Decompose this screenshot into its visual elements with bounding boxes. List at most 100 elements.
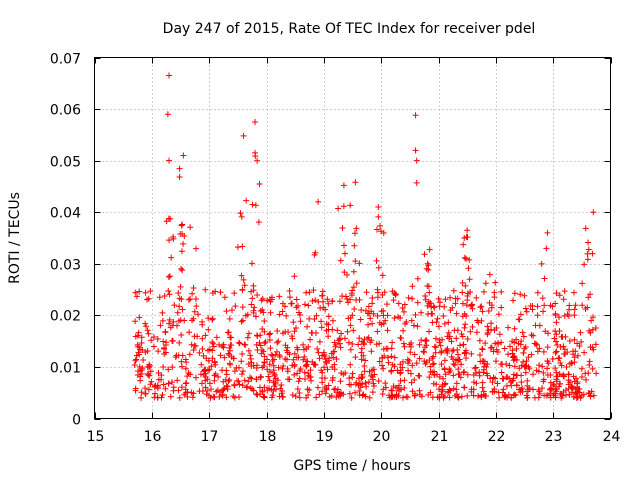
- plot-frame: [94, 57, 611, 419]
- data-point: [426, 300, 433, 307]
- data-point: [370, 366, 377, 373]
- data-point: [168, 254, 175, 261]
- data-point: [319, 388, 326, 395]
- data-point: [486, 299, 493, 306]
- data-point: [459, 333, 466, 340]
- data-point: [161, 351, 168, 358]
- data-point: [197, 371, 204, 378]
- data-point: [204, 376, 211, 383]
- data-point: [291, 363, 298, 370]
- data-point: [501, 394, 508, 401]
- data-point: [192, 374, 199, 381]
- data-point: [221, 354, 228, 361]
- data-point: [365, 321, 372, 328]
- data-point: [333, 394, 340, 401]
- data-point: [150, 333, 157, 340]
- data-point: [590, 392, 597, 399]
- data-point: [453, 386, 460, 393]
- data-point: [304, 323, 311, 330]
- data-point: [217, 352, 224, 359]
- data-point: [388, 368, 395, 375]
- data-point: [305, 302, 312, 309]
- data-point: [426, 357, 433, 364]
- data-point: [362, 307, 369, 314]
- data-point: [544, 344, 551, 351]
- data-point: [275, 364, 282, 371]
- data-point: [144, 370, 151, 377]
- data-point: [382, 317, 389, 324]
- data-point: [470, 379, 477, 386]
- y-tick-label: 0.03: [50, 258, 81, 274]
- data-point: [503, 382, 510, 389]
- data-point: [477, 351, 484, 358]
- data-point: [329, 317, 336, 324]
- data-point: [541, 302, 548, 309]
- data-point: [176, 394, 183, 401]
- data-point: [178, 248, 185, 255]
- data-point: [401, 301, 408, 308]
- data-point: [155, 348, 162, 355]
- data-point: [267, 330, 274, 337]
- data-point: [446, 335, 453, 342]
- data-point: [558, 362, 565, 369]
- data-point: [475, 393, 482, 400]
- data-point: [435, 323, 442, 330]
- data-point: [196, 349, 203, 356]
- data-point: [520, 358, 527, 365]
- data-point: [431, 304, 438, 311]
- data-point: [587, 291, 594, 298]
- data-point: [460, 241, 467, 248]
- data-point: [455, 370, 462, 377]
- data-point: [425, 391, 432, 398]
- data-point: [445, 329, 452, 336]
- data-point: [331, 366, 338, 373]
- data-point: [228, 307, 235, 314]
- data-point: [140, 357, 147, 364]
- data-point: [198, 380, 205, 387]
- data-point: [388, 367, 395, 374]
- data-point: [492, 340, 499, 347]
- data-point: [341, 335, 348, 342]
- data-point: [416, 355, 423, 362]
- data-point: [355, 382, 362, 389]
- data-point: [462, 321, 469, 328]
- data-point: [351, 230, 358, 237]
- data-point: [341, 250, 348, 257]
- data-point: [401, 343, 408, 350]
- data-point: [351, 305, 358, 312]
- data-point: [383, 345, 390, 352]
- data-point: [209, 316, 216, 323]
- data-point: [545, 360, 552, 367]
- data-point: [401, 385, 408, 392]
- data-point: [358, 356, 365, 363]
- data-point: [547, 372, 554, 379]
- data-point: [358, 371, 365, 378]
- data-point: [294, 385, 301, 392]
- data-point: [540, 348, 547, 355]
- data-point: [425, 283, 432, 290]
- data-point: [203, 355, 210, 362]
- data-point: [578, 365, 585, 372]
- data-point: [132, 318, 139, 325]
- data-point: [318, 318, 325, 325]
- data-point: [462, 255, 469, 262]
- data-point: [475, 319, 482, 326]
- data-point: [402, 320, 409, 327]
- data-point: [316, 338, 323, 345]
- data-point: [313, 394, 320, 401]
- data-point: [534, 312, 541, 319]
- data-point: [340, 203, 347, 210]
- data-point: [488, 320, 495, 327]
- data-point: [554, 342, 561, 349]
- x-tick-label: 22: [488, 429, 506, 445]
- data-point: [291, 273, 298, 280]
- data-point: [553, 348, 560, 355]
- data-point: [132, 289, 139, 296]
- data-point: [461, 368, 468, 375]
- data-point: [191, 308, 198, 315]
- data-point: [426, 289, 433, 296]
- data-point: [451, 361, 458, 368]
- data-point: [565, 371, 572, 378]
- data-point: [242, 312, 249, 319]
